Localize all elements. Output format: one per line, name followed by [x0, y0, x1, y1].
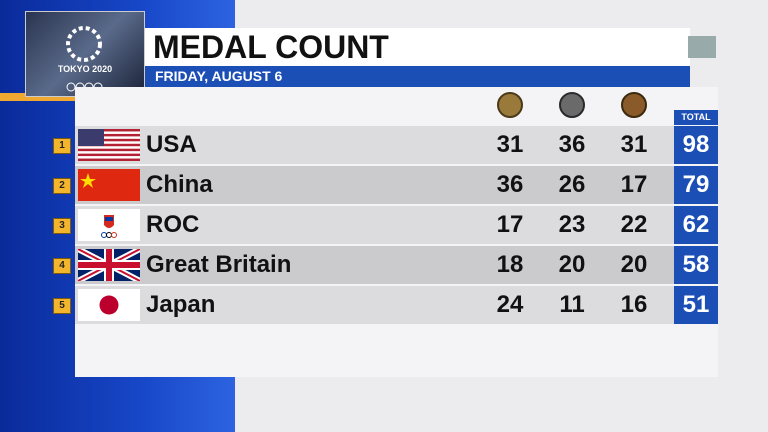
- bronze-count: 17: [620, 171, 648, 198]
- rank-badge: 5: [53, 298, 71, 314]
- country-name: USA: [146, 131, 197, 158]
- country-name: Japan: [146, 291, 216, 318]
- table-row: 1 USA 31 36 31 98: [53, 126, 718, 164]
- country-name: China: [146, 171, 213, 198]
- rank-badge: 2: [53, 178, 71, 194]
- rank-badge: 1: [53, 138, 71, 154]
- title: MEDAL COUNT: [153, 29, 389, 65]
- country-name: Great Britain: [146, 251, 292, 278]
- flag: [78, 249, 140, 281]
- rank-badge: 3: [53, 218, 71, 234]
- silver-count: 36: [558, 131, 586, 158]
- gold-count: 18: [496, 251, 524, 278]
- total-count: 58: [674, 246, 718, 284]
- table-row: 3 ROC 17 23 22 62: [53, 206, 718, 244]
- bronze-count: 20: [620, 251, 648, 278]
- total-count: 51: [674, 286, 718, 324]
- bronze-count: 22: [620, 211, 648, 238]
- subtitle: FRIDAY, AUGUST 6: [155, 68, 283, 84]
- flag: [78, 169, 140, 201]
- table-row: 2 China 36 26 17 79: [53, 166, 718, 204]
- silver-count: 26: [558, 171, 586, 198]
- gold-count: 24: [496, 291, 524, 318]
- flag: [78, 129, 140, 161]
- gold-count: 36: [496, 171, 524, 198]
- subtitle-bar: [145, 66, 690, 87]
- total-header: TOTAL: [674, 110, 718, 125]
- flag: [78, 209, 140, 241]
- logo-text: TOKYO 2020: [57, 64, 113, 74]
- total-count: 98: [674, 126, 718, 164]
- silver-count: 20: [558, 251, 586, 278]
- title-bar: [145, 28, 690, 66]
- silver-count: 11: [559, 291, 585, 318]
- gold-count: 31: [496, 131, 524, 158]
- total-count: 62: [674, 206, 718, 244]
- total-count: 79: [674, 166, 718, 204]
- table-row: 5 Japan 24 11 16 51: [53, 286, 718, 324]
- table-row: 4 Great Britain 18 20 20 58: [53, 246, 718, 284]
- gold-count: 17: [496, 211, 524, 238]
- flag: [78, 289, 140, 321]
- bronze-count: 31: [620, 131, 648, 158]
- silver-count: 23: [558, 211, 586, 238]
- country-name: ROC: [146, 211, 200, 238]
- bronze-count: 16: [620, 291, 648, 318]
- rank-badge: 4: [53, 258, 71, 274]
- corner-mark: [688, 36, 716, 58]
